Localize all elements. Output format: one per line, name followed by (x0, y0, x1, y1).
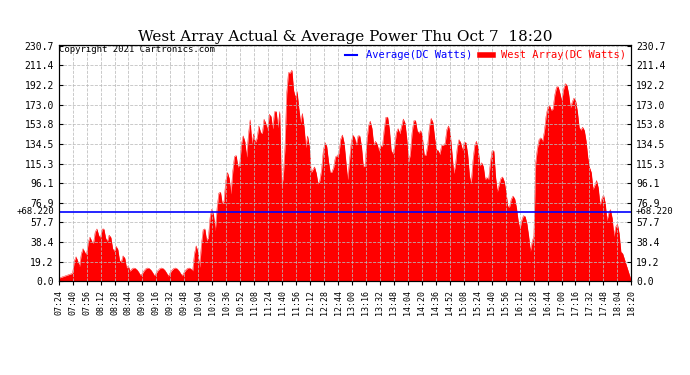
Legend: Average(DC Watts), West Array(DC Watts): Average(DC Watts), West Array(DC Watts) (345, 50, 626, 60)
Text: Copyright 2021 Cartronics.com: Copyright 2021 Cartronics.com (59, 45, 215, 54)
Text: +68.220: +68.220 (17, 207, 55, 216)
Title: West Array Actual & Average Power Thu Oct 7  18:20: West Array Actual & Average Power Thu Oc… (138, 30, 552, 44)
Text: +68.220: +68.220 (635, 207, 673, 216)
